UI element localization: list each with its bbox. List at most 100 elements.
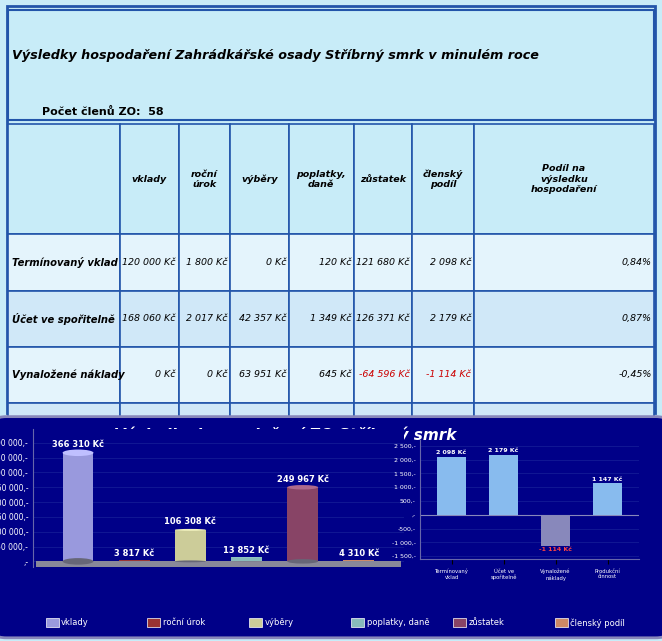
- Text: 13 852 Kč: 13 852 Kč: [223, 546, 269, 555]
- Text: -1 114 Kč: -1 114 Kč: [539, 547, 572, 552]
- Text: 3 817 Kč: 3 817 Kč: [114, 549, 154, 558]
- Text: 3 817 Kč: 3 817 Kč: [186, 481, 228, 490]
- FancyBboxPatch shape: [250, 618, 262, 627]
- FancyBboxPatch shape: [354, 403, 412, 459]
- FancyBboxPatch shape: [289, 465, 354, 506]
- FancyBboxPatch shape: [351, 618, 364, 627]
- FancyBboxPatch shape: [230, 465, 289, 506]
- Text: členský
podíl: členský podíl: [423, 169, 463, 189]
- Text: Celkový výsledek: Celkový výsledek: [12, 480, 109, 491]
- Text: 0 Kč: 0 Kč: [207, 426, 228, 435]
- Text: 4 310 Kč: 4 310 Kč: [430, 481, 471, 490]
- FancyBboxPatch shape: [453, 618, 466, 627]
- FancyBboxPatch shape: [120, 290, 179, 347]
- FancyBboxPatch shape: [289, 235, 354, 290]
- Text: vklady: vklady: [132, 175, 167, 184]
- Ellipse shape: [63, 558, 93, 565]
- FancyBboxPatch shape: [289, 347, 354, 403]
- Text: 645 Kč: 645 Kč: [318, 370, 351, 379]
- FancyBboxPatch shape: [289, 124, 354, 235]
- Text: -0,45%: -0,45%: [618, 370, 651, 379]
- Text: Výsledky hospodaření ZO Stříbrný smrk: Výsledky hospodaření ZO Stříbrný smrk: [115, 427, 457, 443]
- Text: Produkční činnost: Produkční činnost: [12, 426, 113, 436]
- Bar: [542, 515, 570, 545]
- Text: výběry: výběry: [265, 619, 294, 628]
- FancyBboxPatch shape: [120, 347, 179, 403]
- FancyBboxPatch shape: [230, 235, 289, 290]
- FancyBboxPatch shape: [8, 465, 120, 506]
- Text: 4 310 Kč: 4 310 Kč: [339, 549, 379, 558]
- FancyBboxPatch shape: [412, 124, 474, 235]
- Text: 0 Kč: 0 Kč: [265, 426, 286, 435]
- Ellipse shape: [287, 485, 318, 490]
- FancyBboxPatch shape: [287, 487, 318, 562]
- FancyBboxPatch shape: [412, 465, 474, 506]
- FancyBboxPatch shape: [412, 235, 474, 290]
- FancyBboxPatch shape: [148, 618, 160, 627]
- Text: 2 179 Kč: 2 179 Kč: [430, 314, 471, 323]
- FancyBboxPatch shape: [8, 235, 120, 290]
- FancyBboxPatch shape: [412, 347, 474, 403]
- Text: 106 308 Kč: 106 308 Kč: [233, 481, 286, 490]
- Text: 126 371 Kč: 126 371 Kč: [356, 314, 410, 323]
- Text: Podíl na
výsledku
hospodaření: Podíl na výsledku hospodaření: [531, 165, 597, 194]
- Text: členský podíl: členský podíl: [476, 447, 563, 461]
- Text: 1 147 Kč: 1 147 Kč: [592, 476, 623, 481]
- Text: 1 349 Kč: 1 349 Kč: [310, 314, 351, 323]
- FancyBboxPatch shape: [474, 290, 654, 347]
- Text: 42 357 Kč: 42 357 Kč: [239, 314, 286, 323]
- Text: 0,87%: 0,87%: [622, 314, 651, 323]
- FancyBboxPatch shape: [8, 10, 654, 121]
- FancyBboxPatch shape: [120, 235, 179, 290]
- Text: vklady: vklady: [61, 619, 89, 628]
- FancyBboxPatch shape: [179, 347, 230, 403]
- FancyBboxPatch shape: [354, 124, 412, 235]
- FancyBboxPatch shape: [474, 403, 654, 459]
- Text: 120 Kč: 120 Kč: [318, 258, 351, 267]
- Text: 2 017 Kč: 2 017 Kč: [186, 314, 228, 323]
- Text: 249 967 Kč: 249 967 Kč: [356, 481, 410, 490]
- Text: -64 596 Kč: -64 596 Kč: [359, 370, 410, 379]
- Text: 1 147 Kč: 1 147 Kč: [430, 426, 471, 435]
- Text: Termínovaný vklad: Termínovaný vklad: [12, 257, 118, 268]
- Text: 168 060 Kč: 168 060 Kč: [122, 314, 176, 323]
- Text: 0 Kč: 0 Kč: [265, 258, 286, 267]
- Text: 78 250 Kč: 78 250 Kč: [128, 426, 176, 435]
- Text: Účet ve spořitelně: Účet ve spořitelně: [12, 313, 115, 324]
- Text: členský podíl: členský podíl: [571, 618, 626, 628]
- FancyBboxPatch shape: [179, 403, 230, 459]
- Bar: [489, 454, 518, 515]
- Text: 106 308 Kč: 106 308 Kč: [164, 517, 216, 526]
- FancyBboxPatch shape: [412, 290, 474, 347]
- FancyBboxPatch shape: [120, 124, 179, 235]
- Text: 2 098 Kč: 2 098 Kč: [430, 258, 471, 267]
- FancyBboxPatch shape: [230, 124, 289, 235]
- FancyBboxPatch shape: [289, 290, 354, 347]
- Text: 2 098 Kč: 2 098 Kč: [436, 451, 467, 455]
- FancyBboxPatch shape: [354, 347, 412, 403]
- Text: Výsledky hospodaření Zahrádkářské osady Stříbrný smrk v minulém roce: Výsledky hospodaření Zahrádkářské osady …: [12, 49, 539, 62]
- FancyBboxPatch shape: [354, 235, 412, 290]
- Ellipse shape: [287, 559, 318, 563]
- FancyBboxPatch shape: [7, 6, 655, 413]
- Text: roční úrok: roční úrok: [163, 619, 205, 628]
- FancyBboxPatch shape: [120, 465, 179, 506]
- FancyBboxPatch shape: [354, 465, 412, 506]
- Ellipse shape: [63, 449, 93, 456]
- FancyBboxPatch shape: [555, 618, 568, 627]
- Bar: [593, 483, 622, 515]
- Text: 121 680 Kč: 121 680 Kč: [356, 258, 410, 267]
- Text: roční
úrok: roční úrok: [191, 170, 218, 189]
- Text: 2 179 Kč: 2 179 Kč: [489, 448, 519, 453]
- FancyBboxPatch shape: [354, 290, 412, 347]
- Text: poplatky,
daně: poplatky, daně: [297, 170, 346, 189]
- FancyBboxPatch shape: [231, 557, 262, 562]
- Text: 66 513 Kč: 66 513 Kč: [362, 426, 410, 435]
- FancyBboxPatch shape: [179, 465, 230, 506]
- FancyBboxPatch shape: [474, 235, 654, 290]
- Text: 0,46%: 0,46%: [622, 426, 651, 435]
- Text: 366 310 Kč: 366 310 Kč: [122, 481, 176, 490]
- Text: -1 114 Kč: -1 114 Kč: [426, 370, 471, 379]
- Ellipse shape: [175, 560, 206, 562]
- FancyBboxPatch shape: [120, 403, 179, 459]
